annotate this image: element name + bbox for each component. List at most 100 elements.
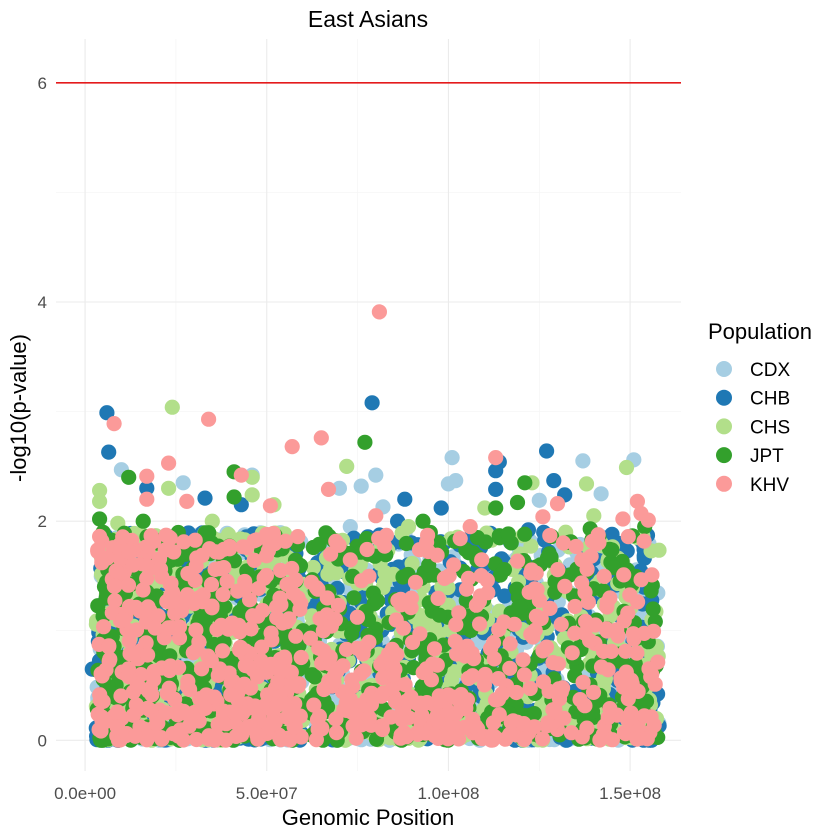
data-point <box>207 689 223 705</box>
data-point <box>108 563 124 579</box>
data-point <box>625 626 642 642</box>
data-point <box>203 652 219 669</box>
y-tick-label: 6 <box>38 74 47 93</box>
data-point <box>497 588 513 604</box>
data-point <box>161 662 178 679</box>
data-point <box>523 538 539 554</box>
data-point <box>629 493 646 509</box>
data-point <box>322 649 338 665</box>
data-point <box>419 534 435 550</box>
data-point <box>585 684 602 701</box>
data-point <box>496 562 512 578</box>
data-point <box>106 416 122 432</box>
data-point <box>472 588 488 604</box>
data-point <box>436 570 452 587</box>
data-point <box>293 649 309 666</box>
data-point <box>243 680 259 696</box>
data-point <box>494 686 510 702</box>
data-point <box>383 709 399 725</box>
data-point <box>222 541 238 557</box>
data-point <box>276 614 292 630</box>
y-tick-label: 4 <box>38 293 47 312</box>
data-point <box>176 534 192 550</box>
data-point <box>162 530 178 546</box>
data-point <box>328 711 344 727</box>
data-point <box>189 642 205 658</box>
data-point <box>262 498 278 514</box>
data-point <box>330 597 346 614</box>
data-point <box>643 709 659 725</box>
data-point <box>517 475 533 491</box>
data-point <box>550 656 567 672</box>
data-point <box>541 683 557 700</box>
legend-swatch <box>716 475 732 492</box>
data-point <box>254 639 270 655</box>
data-point <box>488 463 504 479</box>
data-point <box>575 674 591 690</box>
data-point <box>509 553 526 569</box>
data-point <box>398 535 414 552</box>
data-point <box>125 646 141 662</box>
data-point <box>313 430 329 446</box>
data-point <box>451 605 467 621</box>
legend-item-jpt: JPT <box>716 446 784 467</box>
data-point <box>94 709 110 725</box>
data-point <box>578 613 594 630</box>
data-point <box>361 634 377 650</box>
data-point <box>389 646 405 663</box>
data-point <box>140 647 156 663</box>
data-point <box>207 732 223 748</box>
data-point <box>201 411 217 427</box>
data-point <box>620 605 636 621</box>
data-point <box>344 672 360 688</box>
data-point <box>568 538 584 555</box>
data-point <box>121 469 137 485</box>
data-point <box>223 687 239 703</box>
data-point <box>215 586 231 603</box>
legend-swatch <box>716 418 732 435</box>
data-point <box>140 700 156 716</box>
legend-item-cdx: CDX <box>716 360 790 381</box>
x-tick-label: 1.0e+08 <box>417 784 479 803</box>
data-point <box>338 641 355 658</box>
data-point <box>213 617 229 634</box>
data-point <box>574 575 590 591</box>
data-point <box>448 617 464 633</box>
data-point <box>115 612 131 628</box>
data-point <box>92 482 108 499</box>
data-point <box>131 679 147 695</box>
data-point <box>400 519 417 535</box>
data-point <box>535 731 551 747</box>
data-point <box>277 533 293 549</box>
data-point <box>161 480 177 496</box>
data-point <box>430 713 446 730</box>
data-point <box>555 535 572 551</box>
data-point <box>276 649 293 665</box>
chart-title: East Asians <box>308 6 428 32</box>
data-point <box>577 625 593 641</box>
data-points <box>84 304 667 748</box>
data-point <box>361 710 377 726</box>
data-point <box>398 729 415 745</box>
data-point <box>233 467 249 483</box>
data-point <box>575 453 591 469</box>
data-point <box>150 608 166 624</box>
data-point <box>214 643 231 659</box>
data-point <box>491 707 507 723</box>
y-axis-title: -log10(p-value) <box>6 334 31 482</box>
series-khv <box>90 304 666 748</box>
data-point <box>464 668 481 684</box>
legend-item-chb: CHB <box>716 389 790 410</box>
data-point <box>147 620 163 636</box>
data-point <box>239 540 255 556</box>
data-point <box>446 557 462 573</box>
data-point <box>227 705 243 722</box>
data-point <box>346 590 362 606</box>
data-point <box>574 729 590 745</box>
data-point <box>158 705 174 721</box>
data-point <box>139 480 155 496</box>
data-point <box>203 576 220 593</box>
data-point <box>92 511 108 527</box>
data-point <box>139 468 155 484</box>
data-point <box>426 641 443 657</box>
